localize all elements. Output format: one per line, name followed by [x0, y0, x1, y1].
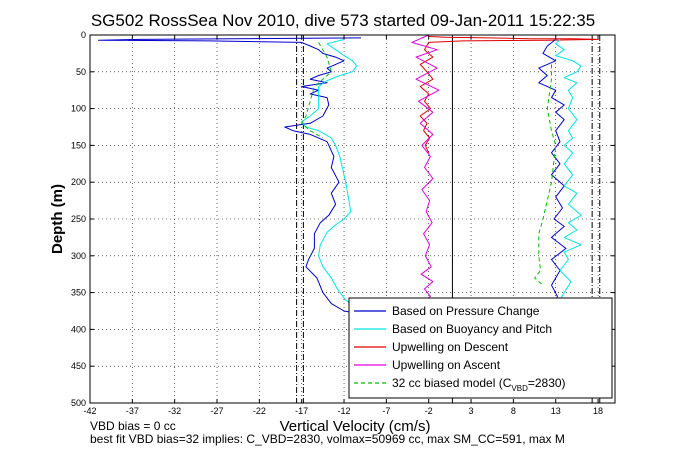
x-tick-label: 13	[551, 406, 561, 416]
legend-box	[348, 297, 613, 399]
x-tick-label: 3	[469, 406, 474, 416]
series-line	[538, 39, 567, 302]
footer-best-fit: best fit VBD bias=32 implies: C_VBD=2830…	[90, 432, 565, 446]
y-tick-label: 250	[71, 214, 86, 224]
legend-label: Based on Buoyancy and Pitch	[392, 322, 552, 336]
series-line	[98, 37, 362, 314]
legend-label: 32 cc biased model (CVBD=2830)	[392, 376, 566, 393]
series-line	[419, 36, 599, 154]
legend: Based on Pressure Change Based on Buoyanc…	[348, 297, 613, 399]
x-tick-label: 8	[511, 406, 516, 416]
y-tick-label: 0	[81, 30, 86, 40]
series-line	[555, 39, 582, 301]
x-tick-label: -37	[126, 406, 139, 416]
x-tick-label: 18	[593, 406, 603, 416]
footer-vbd-bias: VBD bias = 0 cc	[90, 419, 176, 433]
x-tick-label: -27	[211, 406, 224, 416]
y-tick-label: 450	[71, 361, 86, 371]
y-tick-label: 300	[71, 251, 86, 261]
y-tick-label: 500	[71, 398, 86, 408]
x-tick-label: -17	[295, 406, 308, 416]
y-tick-label: 100	[71, 104, 86, 114]
y-tick-label: 200	[71, 177, 86, 187]
x-tick-label: -32	[168, 406, 181, 416]
series-line	[301, 42, 332, 139]
y-axis-label: Depth (m)	[49, 184, 66, 254]
x-tick-label: -2	[425, 406, 433, 416]
series-group	[98, 34, 599, 314]
x-axis-label: Vertical Velocity (cm/s)	[280, 418, 431, 435]
legend-label: Upwelling on Ascent	[392, 358, 501, 372]
x-tick-label: -7	[382, 406, 390, 416]
y-tick-label: 150	[71, 140, 86, 150]
x-tick-label: -22	[253, 406, 266, 416]
series-line	[411, 34, 440, 301]
legend-label: Based on Pressure Change	[392, 304, 540, 318]
y-tick-label: 400	[71, 324, 86, 334]
x-tick-label: -12	[338, 406, 351, 416]
series-line	[301, 38, 362, 314]
ticks: -42 -37 -32 -27 -22 -17 -12 -7 -2 3 8 13 18 0 50 100 150…	[71, 30, 615, 416]
chart-title: SG502 RossSea Nov 2010, dive 573 started…	[91, 11, 595, 30]
y-tick-label: 50	[76, 67, 86, 77]
legend-label: Upwelling on Descent	[392, 340, 509, 354]
series-line	[534, 64, 557, 286]
x-tick-label: -42	[83, 406, 96, 416]
y-tick-label: 350	[71, 288, 86, 298]
